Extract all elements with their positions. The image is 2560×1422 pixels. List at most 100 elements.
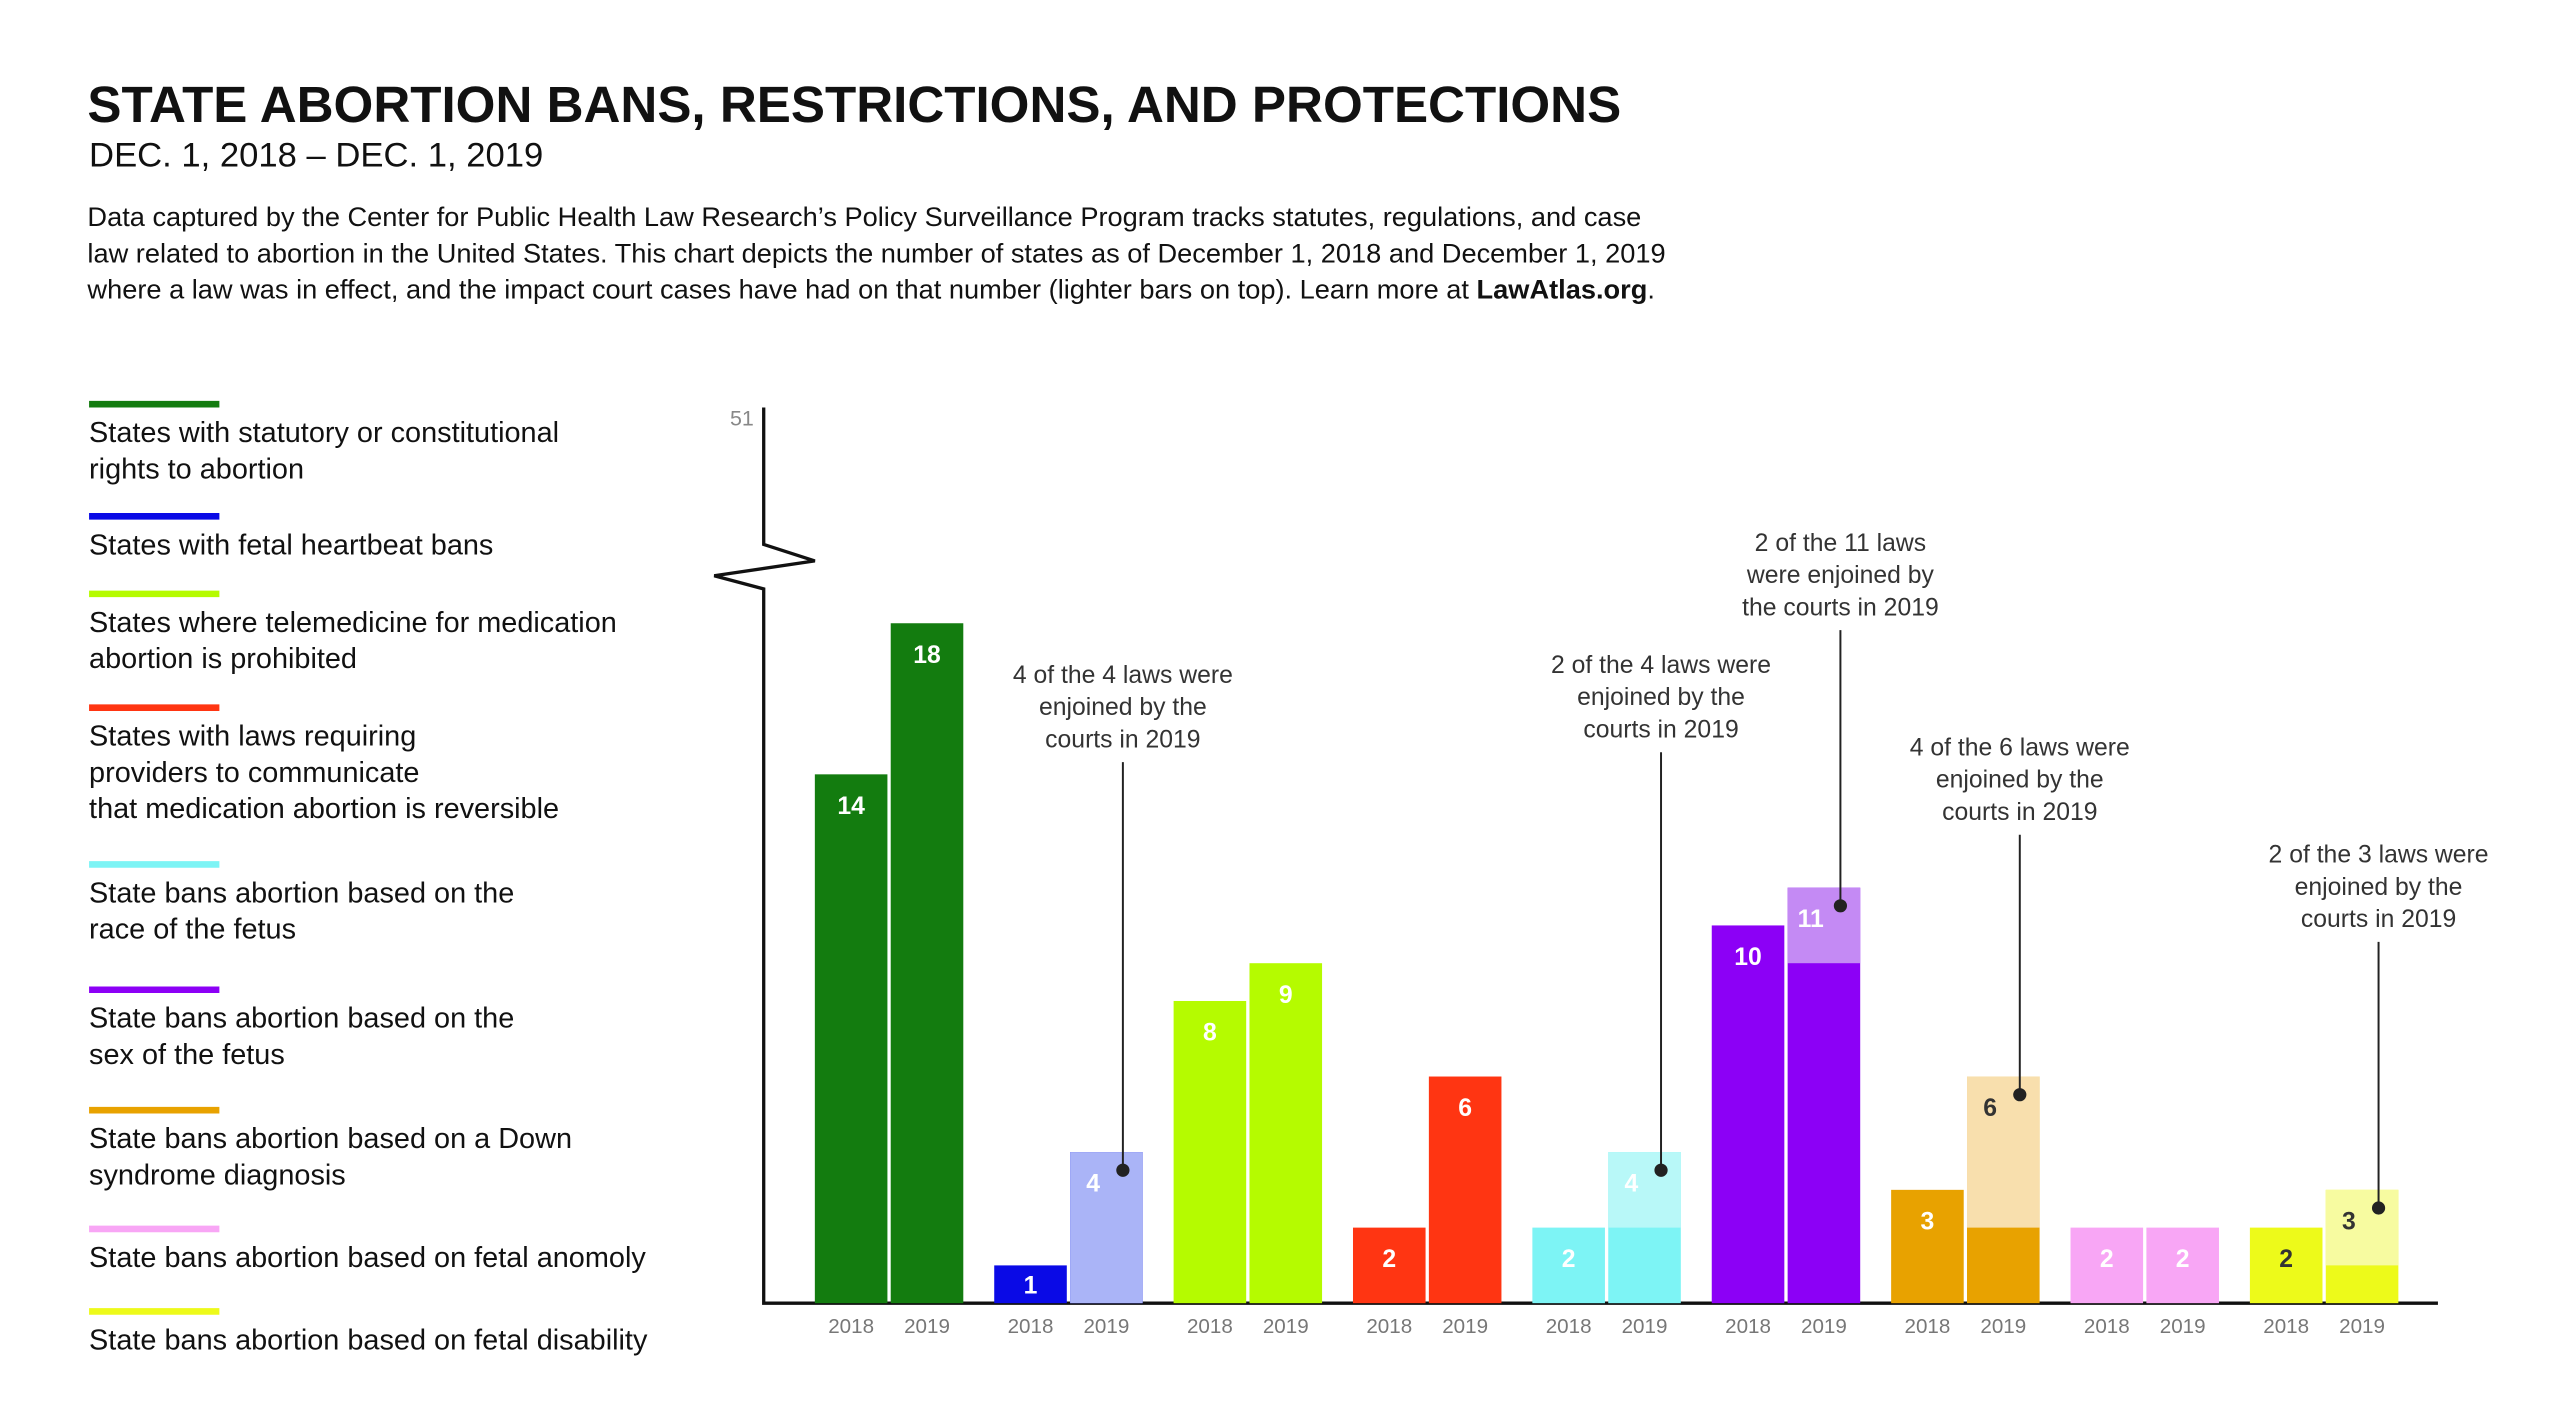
x-tick-label: 2018 [2084, 1315, 2130, 1338]
legend-label: State bans abortion based on the race of … [89, 877, 514, 945]
legend-line: State bans abortion based on fetal disab… [89, 1324, 648, 1356]
description: Data captured by the Center for Public H… [87, 201, 1641, 232]
axis [713, 407, 2438, 1305]
annotation: the courts in 2019 [1742, 594, 1939, 621]
x-tick-label: 2019 [1622, 1315, 1668, 1338]
value-label: 14 [837, 793, 865, 820]
x-tick-label: 2019 [2339, 1315, 2385, 1338]
bar [1173, 1000, 1247, 1304]
annotation: enjoined by the [1039, 694, 1207, 721]
legend-label: State bans abortion based on the sex of t… [89, 1003, 514, 1071]
link: LawAtlas.org [1477, 274, 1648, 305]
bar [1249, 963, 1323, 1304]
value-label: 3 [1921, 1208, 1935, 1235]
legend-line: abortion is prohibited [89, 643, 357, 675]
annotation: courts in 2019 [1942, 799, 2097, 826]
value-label: 2 [2100, 1246, 2114, 1273]
enjoined-bar [2325, 1189, 2399, 1266]
annotation: 2 of the 11 laws [1755, 530, 1926, 557]
chart-subtitle: DEC. 1, 2018 – DEC. 1, 2019 [89, 137, 543, 175]
x-tick-label: 2019 [2160, 1315, 2206, 1338]
value-label: 11 [1798, 906, 1824, 933]
legend-line: State bans abortion based on the [89, 1003, 514, 1035]
legend-line: providers to communicate [89, 757, 419, 789]
annotation: enjoined by the [1577, 684, 1745, 711]
x-tick-label: 2019 [1442, 1315, 1488, 1338]
x-tick-label: 2019 [1801, 1315, 1847, 1338]
x-tick-label: 2019 [904, 1315, 950, 1338]
value-label: 4 [1086, 1171, 1100, 1198]
enjoined-bar [1608, 1152, 1681, 1228]
x-tick-label: 2019 [1263, 1315, 1309, 1338]
annotation: 4 of the 4 laws were [1013, 662, 1233, 689]
legend-line: rights to abortion [89, 453, 304, 485]
description: where a law was in effect, and the impac… [86, 274, 1655, 305]
legend-line: State bans abortion based on fetal anomo… [89, 1242, 646, 1274]
legend-line: States where telemedicine for medication [89, 607, 617, 639]
description: law related to abortion in the United St… [87, 237, 1665, 268]
x-tick-label: 2018 [1725, 1315, 1771, 1338]
legend-line: States with statutory or constitutional [89, 417, 559, 449]
x-tick-label: 2019 [1980, 1315, 2026, 1338]
value-label: 1 [1024, 1272, 1038, 1299]
annotation: enjoined by the [2295, 874, 2463, 901]
annotation: 4 of the 6 laws were [1910, 735, 2130, 762]
x-tick-label: 2018 [2263, 1315, 2309, 1338]
bar [2146, 1227, 2219, 1304]
x-tick-label: 2018 [1008, 1315, 1054, 1338]
legend-line: States with laws requiring [89, 721, 416, 753]
value-label: 8 [1203, 1020, 1217, 1047]
annotation-dot [1833, 899, 1848, 913]
value-label: 18 [913, 642, 941, 669]
legend-line: State bans abortion based on a Down [89, 1123, 572, 1155]
bar [2249, 1227, 2323, 1304]
value-label: 6 [1458, 1095, 1472, 1122]
legend-line: syndrome diagnosis [89, 1159, 346, 1191]
legend-line: State bans abortion based on the [89, 877, 514, 909]
value-label: 10 [1734, 944, 1762, 971]
annotation: courts in 2019 [1045, 726, 1200, 753]
bar [1891, 1189, 1964, 1304]
bar [1352, 1227, 1426, 1304]
annotation: were enjoined by [1746, 562, 1935, 589]
x-tick-label: 2018 [1366, 1315, 1412, 1338]
legend-label: States with fetal heartbeat bans [89, 529, 493, 561]
legend-label: States with statutory or constitutional r… [89, 417, 559, 485]
bar [2070, 1227, 2144, 1304]
bar [994, 1265, 1067, 1304]
annotation-dot [2013, 1088, 2027, 1102]
bar [1532, 1227, 1605, 1304]
legend-line: sex of the fetus [89, 1039, 285, 1071]
legend-line: race of the fetus [89, 914, 296, 946]
bar [1428, 1076, 1502, 1304]
description: . [1647, 274, 1655, 305]
legend-label: State bans abortion based on a Down syndr… [89, 1123, 572, 1191]
legend-label: State bans abortion based on fetal disab… [89, 1324, 648, 1356]
annotation-dot [1116, 1163, 1130, 1177]
value-label: 3 [2342, 1208, 2356, 1235]
bar [1711, 925, 1785, 1304]
x-tick-label: 2018 [1904, 1315, 1950, 1338]
enjoined-bar [1070, 1152, 1143, 1304]
value-label: 6 [1983, 1095, 1997, 1122]
annotation-dot [1654, 1163, 1668, 1177]
annotation: courts in 2019 [2301, 906, 2456, 933]
value-label: 9 [1279, 982, 1293, 1009]
enjoined-bar [1787, 887, 1861, 964]
value-label: 4 [1624, 1171, 1638, 1198]
bar [890, 623, 964, 1304]
legend-line: States with fetal heartbeat bans [89, 529, 493, 561]
value-label: 2 [1562, 1246, 1576, 1273]
value-label: 2 [1382, 1246, 1396, 1273]
bar [814, 774, 888, 1304]
description: where a law was in effect, and the impac… [86, 274, 1476, 305]
y-tick-label: 51 [730, 407, 754, 431]
annotation-dot [2371, 1201, 2386, 1215]
x-tick-label: 2018 [828, 1315, 874, 1338]
legend-line: that medication abortion is reversible [89, 793, 559, 825]
annotation: courts in 2019 [1583, 716, 1738, 743]
annotation: 2 of the 3 laws were [2269, 842, 2489, 869]
value-label: 2 [2279, 1246, 2293, 1273]
enjoined-bar [1967, 1076, 2040, 1228]
